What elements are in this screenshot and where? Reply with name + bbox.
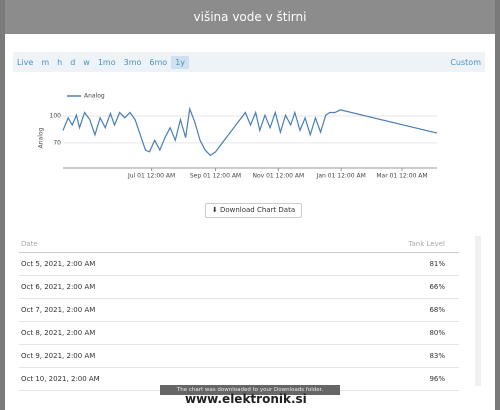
modal-title: višina vode v štirni: [5, 0, 495, 34]
x-tick-label: Jan 01 12:00 AM: [316, 173, 366, 180]
range-button[interactable]: 3mo: [123, 57, 142, 67]
range-bar: Live m h d w 1mo 3mo 6mo 1y Custom: [13, 52, 485, 72]
range-button[interactable]: 1y: [171, 55, 190, 69]
table-row: Oct 8, 2021, 2:00 AM 80%: [19, 322, 459, 345]
table-cell: Oct 10, 2021, 2:00 AM: [21, 375, 100, 383]
table-row: Oct 6, 2021, 2:00 AM 66%: [19, 276, 459, 299]
download-button[interactable]: ⬇ Download Chart Data: [205, 203, 302, 218]
chart: 70 100 Jul 01 12:00 AM Sep 01 12:00 AM Nov 0…: [38, 93, 438, 180]
y-tick-label: 70: [53, 139, 61, 146]
range-button[interactable]: Live: [17, 57, 34, 67]
table-cell: 83%: [429, 352, 445, 360]
table-cell: 96%: [429, 375, 445, 383]
series-line: [62, 106, 438, 157]
y-axis-label: Analog: [38, 127, 45, 148]
column-header: Date: [21, 240, 38, 248]
table-cell: Oct 6, 2021, 2:00 AM: [21, 283, 96, 291]
x-tick-label: Jul 01 12:00 AM: [127, 173, 175, 180]
table-cell: Oct 8, 2021, 2:00 AM: [21, 329, 96, 337]
table-row: Oct 5, 2021, 2:00 AM 81%: [19, 253, 459, 276]
table-cell: Oct 9, 2021, 2:00 AM: [21, 352, 96, 360]
range-button[interactable]: m: [41, 57, 50, 67]
range-button[interactable]: d: [70, 57, 76, 67]
toast: The chart was downloaded to your Downloa…: [160, 385, 340, 395]
table-cell: 66%: [429, 283, 445, 291]
range-button[interactable]: w: [83, 57, 90, 67]
custom-range[interactable]: Custom: [450, 57, 481, 67]
table-cell: Oct 5, 2021, 2:00 AM: [21, 260, 96, 268]
x-tick-label: Sep 01 12:00 AM: [190, 173, 241, 180]
table-cell: 68%: [429, 306, 445, 314]
table-row: Oct 9, 2021, 2:00 AM 83%: [19, 345, 459, 368]
table-cell: 80%: [429, 329, 445, 337]
table-header: Date Tank Level: [19, 236, 459, 253]
range-button[interactable]: 6mo: [149, 57, 168, 67]
range-button[interactable]: h: [57, 57, 63, 67]
range-button[interactable]: 1mo: [97, 57, 116, 67]
watermark: www.elektronik.si: [185, 392, 307, 406]
scrollbar[interactable]: [475, 236, 481, 386]
table-row: Oct 7, 2021, 2:00 AM 68%: [19, 299, 459, 322]
x-tick-label: Mar 01 12:00 AM: [376, 173, 427, 180]
legend-label: Analog: [84, 93, 105, 100]
modal: višina vode v štirni Live m h d w 1mo 3mo 6mo 1y…: [5, 0, 495, 410]
y-tick-label: 100: [50, 113, 62, 120]
column-header: Tank Level: [408, 240, 445, 248]
x-tick-label: Nov 01 12:00 AM: [253, 173, 305, 180]
table-cell: Oct 7, 2021, 2:00 AM: [21, 306, 96, 314]
table: Date Tank Level Oct 5, 2021, 2:00 AM 81% Oct…: [19, 236, 459, 391]
table-cell: 81%: [429, 260, 445, 268]
download-label: Download Chart Data: [219, 206, 296, 214]
